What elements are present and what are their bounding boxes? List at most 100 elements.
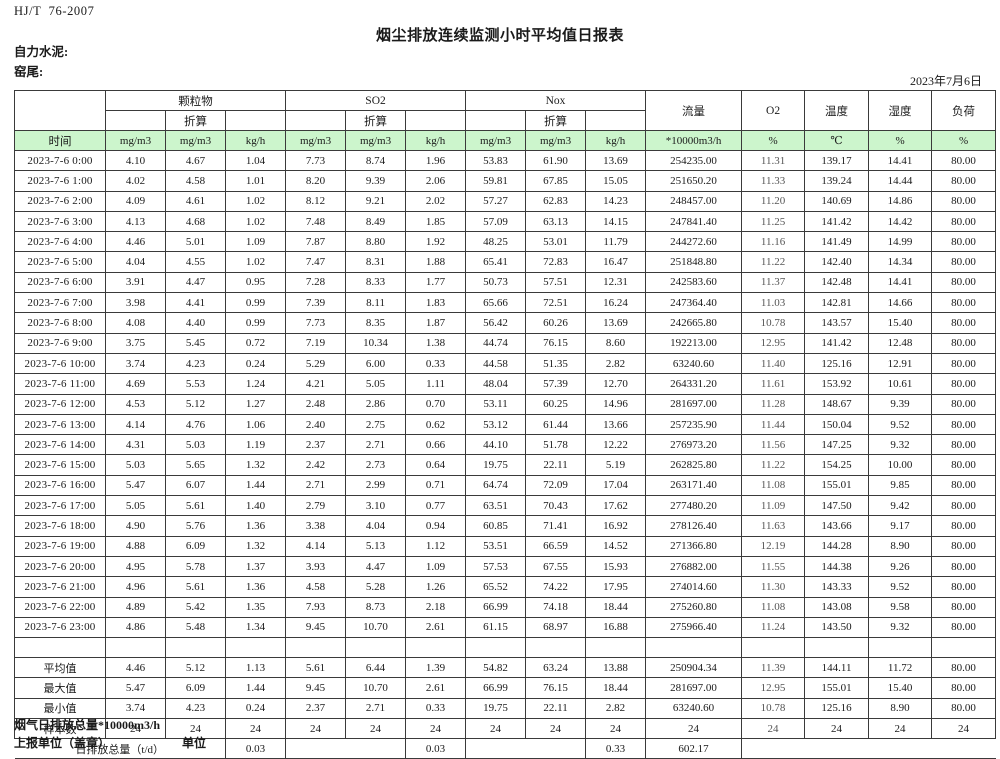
stat-cell-flow: 250904.34	[645, 657, 743, 679]
table-row: 2023-7-6 3:00 4.13 4.68 1.02 7.48 8.49 1.85 57.…	[14, 210, 997, 233]
group-header-load: 负荷	[931, 90, 997, 131]
cell-so2-converted: 2.73	[345, 454, 407, 476]
cell-time: 2023-7-6 7:00	[14, 292, 106, 314]
sub-header-pm-rate	[224, 110, 287, 131]
stat-cell-nox-rate: 24	[585, 718, 647, 740]
cell-humidity: 9.39	[868, 393, 933, 415]
cell-temperature: 142.81	[804, 292, 870, 314]
table-row: 2023-7-6 11:00 4.69 5.53 1.24 4.21 5.05 1.11 48…	[14, 373, 997, 395]
cell-pm-converted: 4.40	[165, 312, 226, 334]
cell-pm-rate: 1.19	[224, 434, 287, 456]
cell-flow: 263171.40	[645, 474, 743, 497]
spacer-cell	[165, 637, 226, 659]
cell-nox-raw: 60.85	[465, 515, 527, 537]
cell-pm-raw: 3.75	[105, 332, 166, 354]
organization-name: 自力水泥:	[14, 45, 69, 59]
cell-nox-rate: 17.95	[585, 576, 647, 598]
cell-load: 80.00	[931, 535, 997, 557]
cell-time: 2023-7-6 3:00	[14, 210, 106, 233]
table-stat-row: 最大值 5.47 6.09 1.44 9.45 10.70 2.61 66.99 76.15 18…	[14, 677, 997, 699]
cell-so2-rate: 0.77	[405, 495, 467, 517]
cell-load: 80.00	[931, 555, 997, 578]
cell-so2-converted: 4.04	[345, 515, 407, 537]
cell-pm-rate: 1.35	[224, 596, 287, 618]
spacer-cell	[868, 637, 933, 659]
cell-load: 80.00	[931, 292, 997, 314]
daily-total-so2-raw	[285, 738, 346, 759]
cell-so2-rate: 1.83	[405, 292, 467, 314]
cell-o2: 11.56	[741, 434, 806, 456]
footer-unit-label: 单位	[182, 736, 207, 750]
cell-nox-rate: 12.22	[585, 434, 647, 456]
cell-so2-raw: 7.47	[285, 251, 347, 273]
cell-temperature: 143.50	[804, 616, 870, 639]
cell-nox-converted: 53.01	[525, 231, 587, 253]
sub-header-nox-raw	[465, 110, 527, 131]
table-row: 2023-7-6 4:00 4.46 5.01 1.09 7.87 8.80 1.92 48.…	[14, 231, 997, 253]
cell-so2-rate: 1.12	[405, 535, 467, 557]
daily-total-nox-raw	[465, 738, 526, 759]
cell-pm-rate: 0.72	[224, 332, 287, 354]
stat-cell-humidity: 15.40	[868, 677, 933, 699]
stat-cell-humidity: 24	[868, 718, 933, 740]
cell-so2-converted: 8.31	[345, 251, 407, 273]
cell-pm-raw: 4.95	[105, 555, 166, 578]
unit-header-so2-rate: kg/h	[405, 130, 467, 151]
table-sub-header-row: 折算 折算 折算	[15, 110, 996, 131]
table-row: 2023-7-6 20:00 4.95 5.78 1.37 3.93 4.47 1.09 57…	[14, 555, 997, 578]
cell-nox-raw: 64.74	[465, 474, 527, 497]
cell-humidity: 14.86	[868, 190, 933, 212]
cell-so2-rate: 2.02	[405, 190, 467, 212]
cell-so2-converted: 2.86	[345, 393, 407, 415]
cell-pm-rate: 0.95	[224, 271, 287, 294]
cell-humidity: 14.41	[868, 149, 933, 172]
cell-nox-rate: 15.05	[585, 170, 647, 192]
cell-o2: 11.44	[741, 413, 806, 436]
cell-time: 2023-7-6 17:00	[14, 495, 106, 517]
cell-pm-converted: 6.09	[165, 535, 226, 557]
group-header-temperature: 温度	[804, 90, 870, 131]
table-row: 2023-7-6 22:00 4.89 5.42 1.35 7.93 8.73 2.18 66…	[14, 596, 997, 618]
cell-so2-rate: 0.33	[405, 352, 467, 375]
cell-nox-rate: 15.93	[585, 555, 647, 578]
cell-so2-rate: 0.70	[405, 393, 467, 415]
cell-humidity: 10.61	[868, 373, 933, 395]
cell-nox-raw: 19.75	[465, 454, 527, 476]
cell-so2-converted: 8.11	[345, 292, 407, 314]
cell-nox-rate: 16.47	[585, 251, 647, 273]
cell-nox-raw: 48.25	[465, 231, 527, 253]
stat-cell-flow: 281697.00	[645, 677, 743, 699]
spacer-cell	[931, 637, 997, 659]
cell-time: 2023-7-6 15:00	[14, 454, 106, 476]
cell-flow: 248457.00	[645, 190, 743, 212]
cell-nox-raw: 65.52	[465, 576, 527, 598]
group-header-humidity: 湿度	[868, 90, 933, 131]
cell-load: 80.00	[931, 393, 997, 415]
cell-nox-raw: 44.74	[465, 332, 527, 354]
table-row: 2023-7-6 9:00 3.75 5.45 0.72 7.19 10.34 1.38 44…	[14, 332, 997, 354]
cell-flow: 277480.20	[645, 495, 743, 517]
cell-o2: 10.78	[741, 312, 806, 334]
cell-pm-rate: 1.27	[224, 393, 287, 415]
stat-cell-pm-rate: 0.24	[224, 697, 287, 720]
table-row: 2023-7-6 21:00 4.96 5.61 1.36 4.58 5.28 1.26 65…	[14, 576, 997, 598]
cell-so2-rate: 2.18	[405, 596, 467, 618]
cell-pm-converted: 5.78	[165, 555, 226, 578]
cell-pm-rate: 1.36	[224, 576, 287, 598]
stat-cell-nox-converted: 63.24	[525, 657, 587, 679]
cell-temperature: 143.08	[804, 596, 870, 618]
cell-pm-converted: 5.03	[165, 434, 226, 456]
cell-flow: 281697.00	[645, 393, 743, 415]
cell-so2-converted: 8.73	[345, 596, 407, 618]
stat-cell-nox-raw: 66.99	[465, 677, 527, 699]
stat-cell-o2: 11.39	[741, 657, 806, 679]
cell-nox-raw: 44.58	[465, 352, 527, 375]
stat-cell-so2-converted: 24	[345, 718, 407, 740]
stat-cell-pm-converted: 24	[165, 718, 226, 740]
table-row: 2023-7-6 0:00 4.10 4.67 1.04 7.73 8.74 1.96 53.…	[14, 149, 997, 172]
sub-header-pm-raw	[105, 110, 166, 131]
cell-so2-raw: 3.93	[285, 555, 347, 578]
cell-time: 2023-7-6 13:00	[14, 413, 106, 436]
cell-o2: 11.25	[741, 210, 806, 233]
